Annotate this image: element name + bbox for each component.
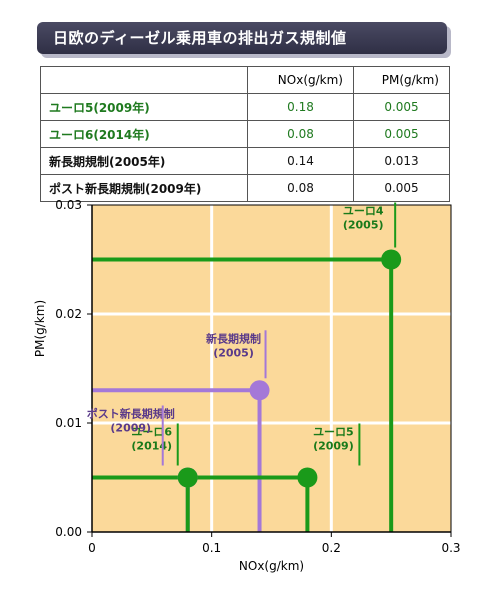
data-point [249, 380, 270, 401]
table-header-pm: PM(g/km) [352, 66, 451, 94]
table-row: ユーロ5(2009年) 0.18 0.005 [40, 93, 451, 121]
point-label-year: (2005) [213, 346, 254, 359]
y-axis-label: PM(g/km) [33, 300, 47, 357]
x-tick-label: 0 [88, 541, 96, 555]
data-point [297, 467, 318, 488]
row-pm: 0.005 [352, 93, 451, 121]
row-nox: 0.08 [247, 174, 354, 202]
row-nox: 0.08 [247, 120, 354, 148]
y-tick-label: 0.01 [55, 416, 82, 430]
table-header-row: NOx(g/km) PM(g/km) [40, 66, 451, 94]
point-label-year: (2005) [343, 219, 384, 232]
table-row: ポスト新長期規制(2009年) 0.08 0.005 [40, 174, 451, 202]
row-pm: 0.013 [352, 147, 451, 175]
x-axis-label: NOx(g/km) [239, 559, 304, 573]
point-label-name: ユーロ4 [343, 205, 384, 218]
point-label-name: ユーロ5 [313, 426, 354, 439]
row-pm: 0.005 [352, 174, 451, 202]
row-label: ユーロ5(2009年) [40, 93, 248, 121]
table-row: ユーロ6(2014年) 0.08 0.005 [40, 120, 451, 148]
emissions-table: NOx(g/km) PM(g/km) ユーロ5(2009年) 0.18 0.00… [40, 66, 451, 202]
x-tick-label: 0.1 [202, 541, 221, 555]
point-label-year: (2014) [131, 440, 172, 453]
row-pm: 0.005 [352, 120, 451, 148]
y-tick-label: 0.00 [55, 525, 82, 539]
x-tick-label: 0.2 [322, 541, 341, 555]
row-label: ポスト新長期規制(2009年) [40, 174, 248, 202]
row-label: 新長期規制(2005年) [40, 147, 248, 175]
chart-title-banner: 日欧のディーゼル乗用車の排出ガス規制値 [37, 22, 447, 54]
table-row: 新長期規制(2005年) 0.14 0.013 [40, 147, 451, 175]
data-point [381, 249, 402, 270]
y-tick-label: 0.03 [55, 198, 82, 212]
chart-title: 日欧のディーゼル乗用車の排出ガス規制値 [53, 29, 347, 47]
point-label-year: (2009) [313, 440, 354, 453]
row-nox: 0.14 [247, 147, 354, 175]
data-point [177, 467, 198, 488]
point-label-name: ポスト新長期規制 [87, 407, 175, 421]
row-label: ユーロ6(2014年) [40, 120, 248, 148]
table-header-blank [40, 66, 248, 94]
point-label-name: 新長期規制 [206, 331, 261, 345]
x-tick-label: 0.3 [441, 541, 460, 555]
point-label-year: (2009) [110, 422, 151, 435]
table-header-nox: NOx(g/km) [247, 66, 354, 94]
row-nox: 0.18 [247, 93, 354, 121]
scatter-chart: 0 0.1 0.2 0.30.000.010.020.03 ユーロ4(2005)ユーロ… [33, 198, 461, 573]
plot-border [91, 204, 452, 533]
y-tick-label: 0.02 [55, 307, 82, 321]
